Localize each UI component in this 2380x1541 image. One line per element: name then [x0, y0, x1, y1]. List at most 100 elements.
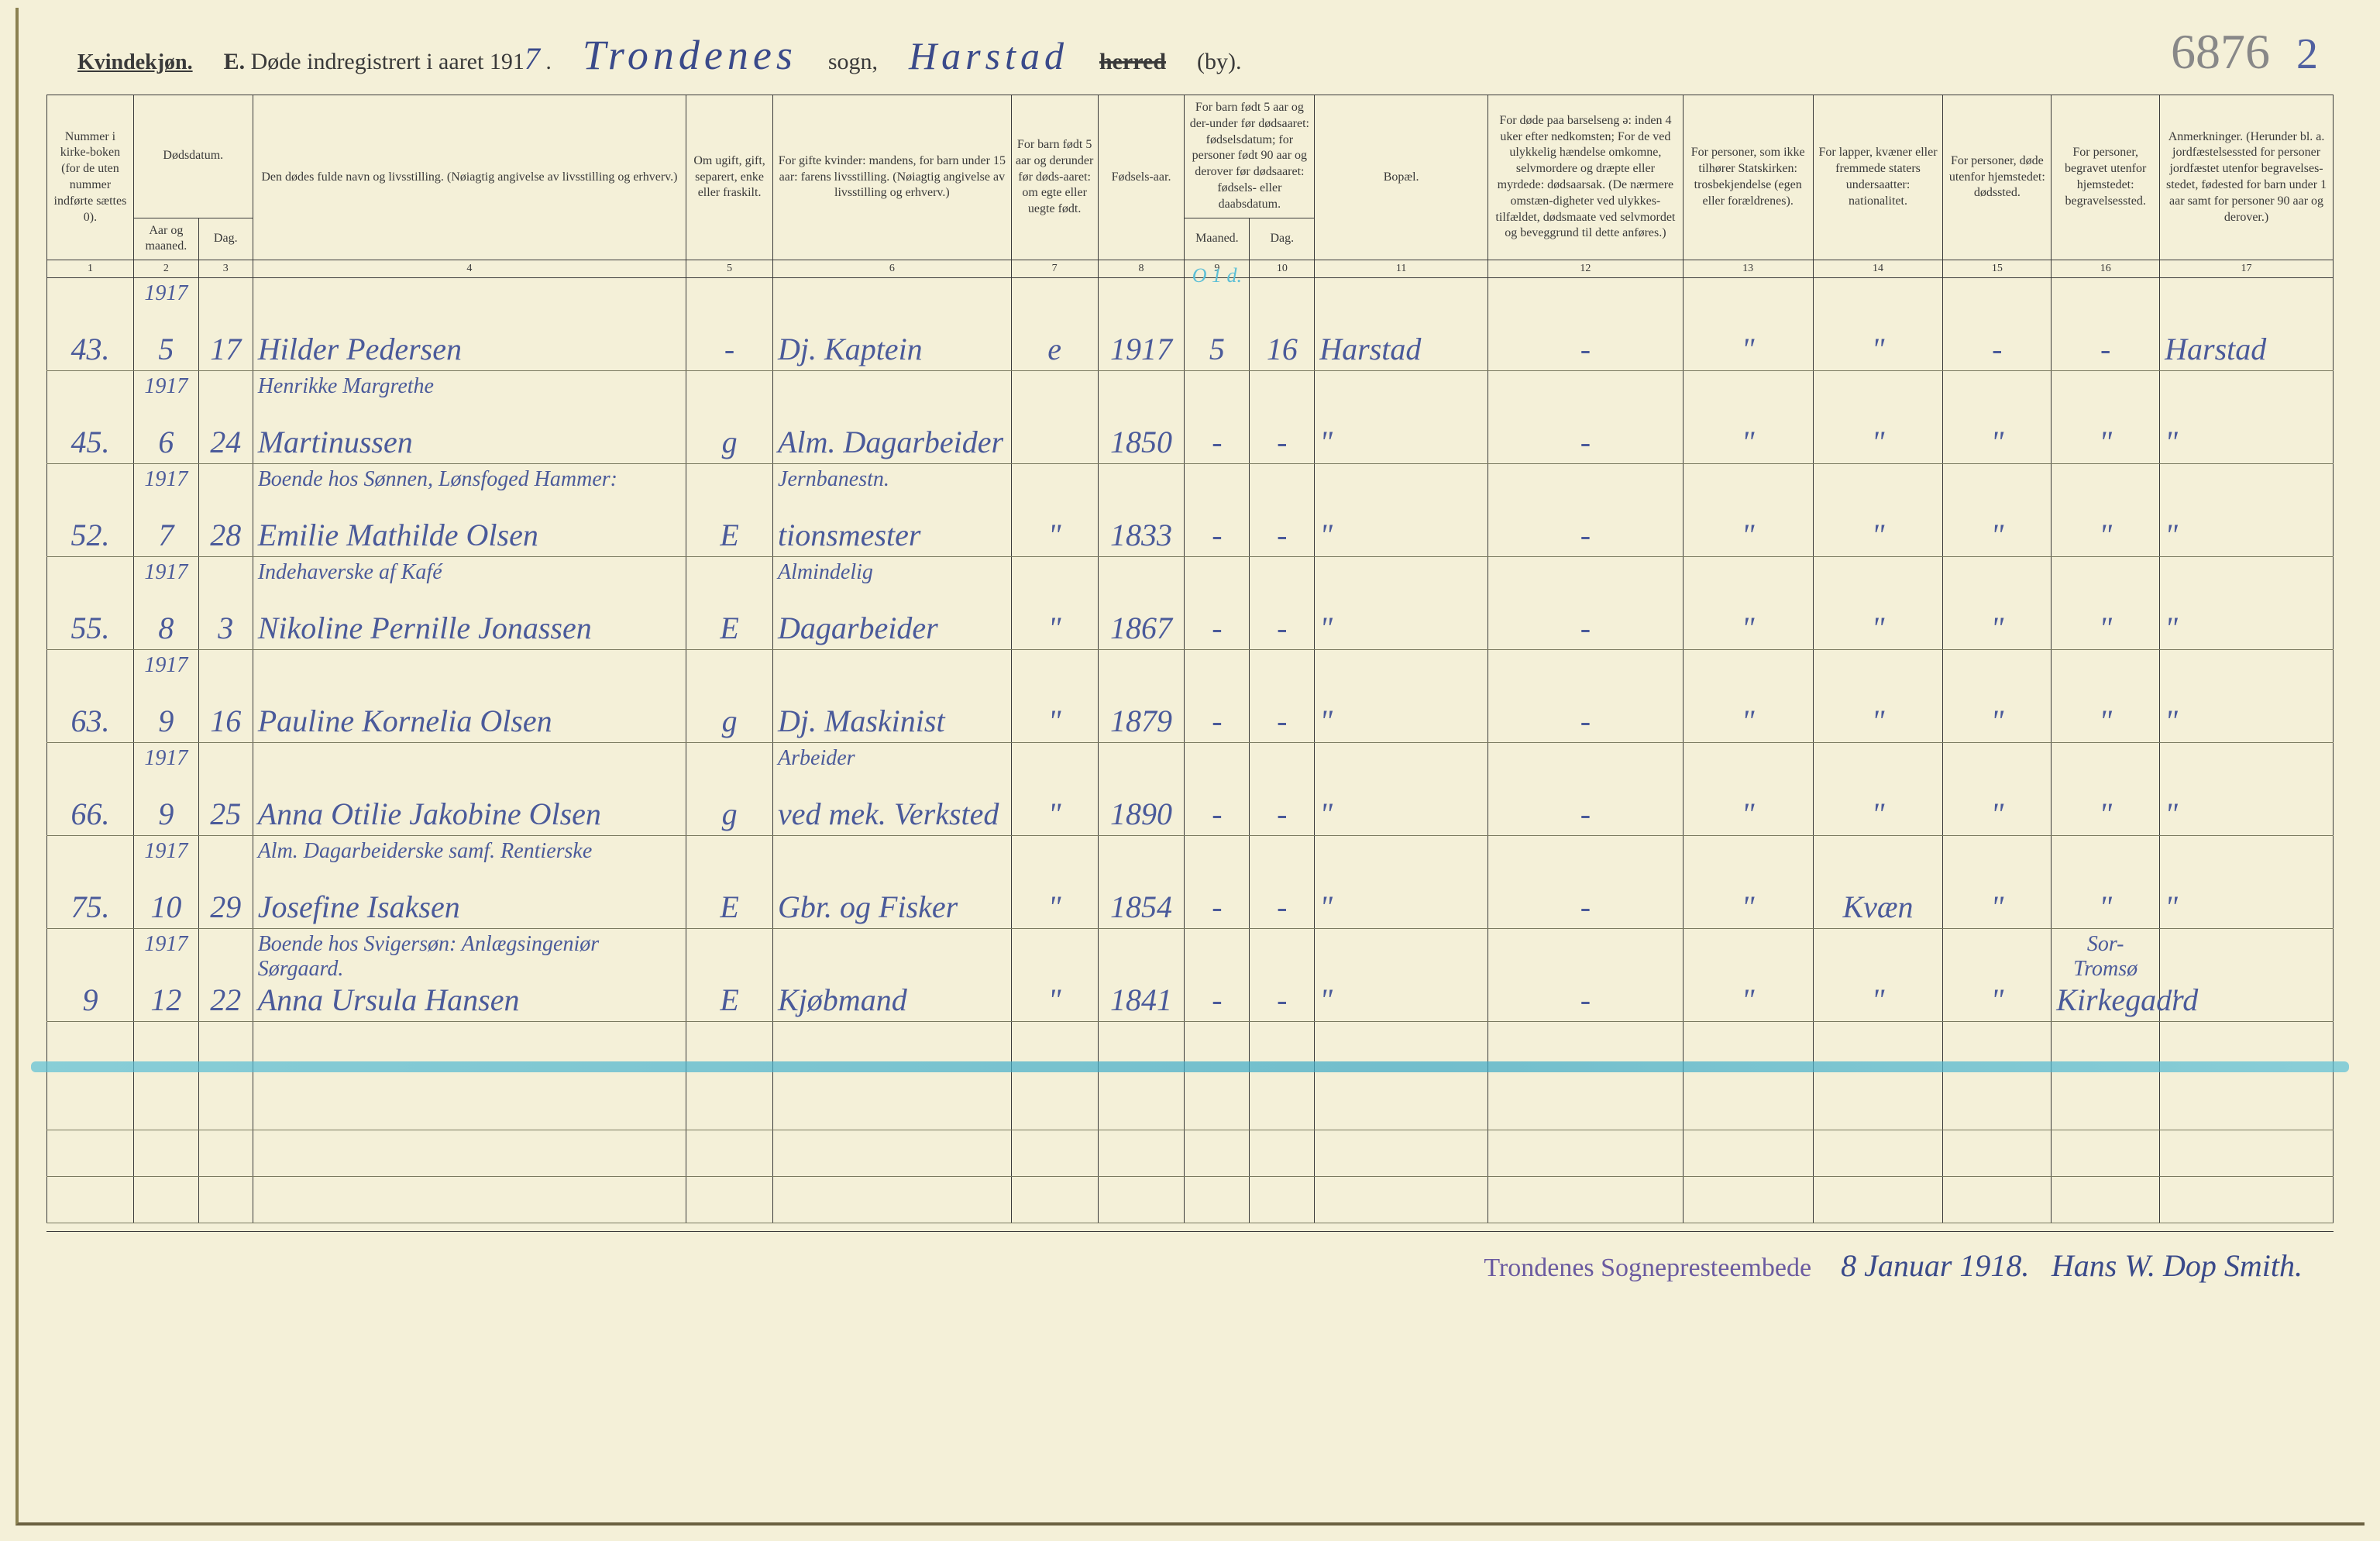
cell-text: -	[1277, 425, 1287, 459]
cell-text: Nikoline Pernille Jonassen	[258, 611, 592, 645]
birth-month: -	[1185, 557, 1250, 650]
empty-cell	[1011, 1130, 1098, 1177]
colnum: 16	[2052, 260, 2160, 278]
empty-cell	[2052, 1177, 2160, 1223]
cell-text: g	[722, 703, 738, 738]
cell-text: -	[1992, 332, 2002, 366]
colnum: 7	[1011, 260, 1098, 278]
cell-text: -	[1580, 796, 1591, 831]
cell-upper: 1917	[139, 653, 194, 678]
col-17-header: Anmerkninger. (Herunder bl. a. jordfæste…	[2160, 95, 2334, 260]
colnum: 1	[47, 260, 134, 278]
cell-text: "	[1742, 611, 1755, 645]
c14: Kvæn	[1813, 836, 1943, 929]
empty-cell	[1683, 1130, 1813, 1177]
empty-cell	[47, 1022, 134, 1130]
colnum: 5	[686, 260, 773, 278]
c14: "	[1813, 371, 1943, 464]
remark: "	[2160, 836, 2334, 929]
c13: "	[1683, 278, 1813, 371]
cell-text: -	[1580, 611, 1591, 645]
cell-text: "	[1872, 332, 1885, 366]
cell-text: "	[1319, 796, 1333, 831]
c12: -	[1488, 278, 1684, 371]
c15: -	[1943, 278, 2052, 371]
cell-text: "	[1872, 796, 1885, 831]
col-2b-header: Dag.	[198, 218, 253, 260]
egte: "	[1011, 743, 1098, 836]
remark: "	[2160, 371, 2334, 464]
empty-cell	[2160, 1130, 2334, 1177]
egte: "	[1011, 557, 1098, 650]
cell-text: Anna Otilie Jakobine Olsen	[258, 796, 601, 831]
cell-text: Dj. Kaptein	[778, 332, 923, 366]
c12: -	[1488, 743, 1684, 836]
empty-row	[47, 1130, 2334, 1177]
cell-text: 1833	[1110, 518, 1172, 552]
egte: "	[1011, 650, 1098, 743]
corner-annotations: 6876 2	[2171, 23, 2318, 81]
birth-day: -	[1250, 836, 1315, 929]
cell-upper: Henrikke Margrethe	[258, 374, 681, 399]
cell-text: 1850	[1110, 425, 1172, 459]
day: 22	[198, 929, 253, 1022]
c15: "	[1943, 557, 2052, 650]
cell-text: 28	[210, 518, 241, 552]
birth-month: -	[1185, 836, 1250, 929]
cell-text: -	[1580, 425, 1591, 459]
place: Harstad	[1315, 278, 1488, 371]
table-row: 55.191783Indehaverske af KaféNikoline Pe…	[47, 557, 2334, 650]
remark: "	[2160, 557, 2334, 650]
table-row: 45.1917624Henrikke MargretheMartinusseng…	[47, 371, 2334, 464]
cell-text: "	[1319, 611, 1333, 645]
place: "	[1315, 371, 1488, 464]
c14: "	[1813, 650, 1943, 743]
cell-text: -	[724, 332, 734, 366]
egte: "	[1011, 929, 1098, 1022]
empty-cell	[1185, 1177, 1250, 1223]
cell-upper: Sor-Tromsø	[2056, 932, 2155, 982]
c16: -	[2052, 278, 2160, 371]
cell-text: 16	[1267, 332, 1298, 366]
cell-text: "	[1319, 518, 1333, 552]
cell-text: Alm. Dagarbeider	[778, 425, 1003, 459]
cell-text: -	[1212, 889, 1222, 924]
row-number: 9	[47, 929, 134, 1022]
cell-text: "	[2099, 889, 2112, 924]
row-number: 55.	[47, 557, 134, 650]
by-label: (by).	[1197, 49, 1241, 75]
cell-text: 66.	[71, 796, 109, 831]
cell-upper: O 1 d.	[1189, 264, 1244, 287]
colnum: 4	[253, 260, 686, 278]
egte: "	[1011, 836, 1098, 929]
section-title: E. Døde indregistrert i aaret 1917 .	[224, 40, 552, 77]
table-row: 43.1917517Hilder Pedersen-Dj. Kapteine19…	[47, 278, 2334, 371]
year-suffix: 7	[524, 41, 540, 76]
c15: "	[1943, 929, 2052, 1022]
table-body: 43.1917517Hilder Pedersen-Dj. Kapteine19…	[47, 278, 2334, 1223]
empty-cell	[1683, 1022, 1813, 1130]
cell-text: "	[1742, 425, 1755, 459]
cell-text: 9	[158, 703, 174, 738]
cell-text: -	[1580, 518, 1591, 552]
c12: -	[1488, 371, 1684, 464]
cell-text: -	[1277, 889, 1287, 924]
gender-label: Kvindekjøn.	[77, 50, 193, 75]
cell-text: "	[1990, 982, 2003, 1017]
cell-text: "	[1990, 796, 2003, 831]
c15: "	[1943, 650, 2052, 743]
year-month: 191710	[133, 836, 198, 929]
occupation: Jernbanestn.tionsmester	[773, 464, 1012, 557]
cell-text: "	[1319, 889, 1333, 924]
empty-cell	[1943, 1130, 2052, 1177]
empty-cell	[1488, 1177, 1684, 1223]
col-9a-header: Maaned.	[1185, 218, 1250, 260]
cell-text: 55.	[71, 611, 109, 645]
cell-text: Hilder Pedersen	[258, 332, 462, 366]
cell-text: -	[1212, 611, 1222, 645]
cell-text: ved mek. Verksted	[778, 796, 999, 831]
marital-status: -	[686, 278, 773, 371]
day: 24	[198, 371, 253, 464]
cell-text: "	[1048, 889, 1061, 924]
year-month: 19179	[133, 743, 198, 836]
